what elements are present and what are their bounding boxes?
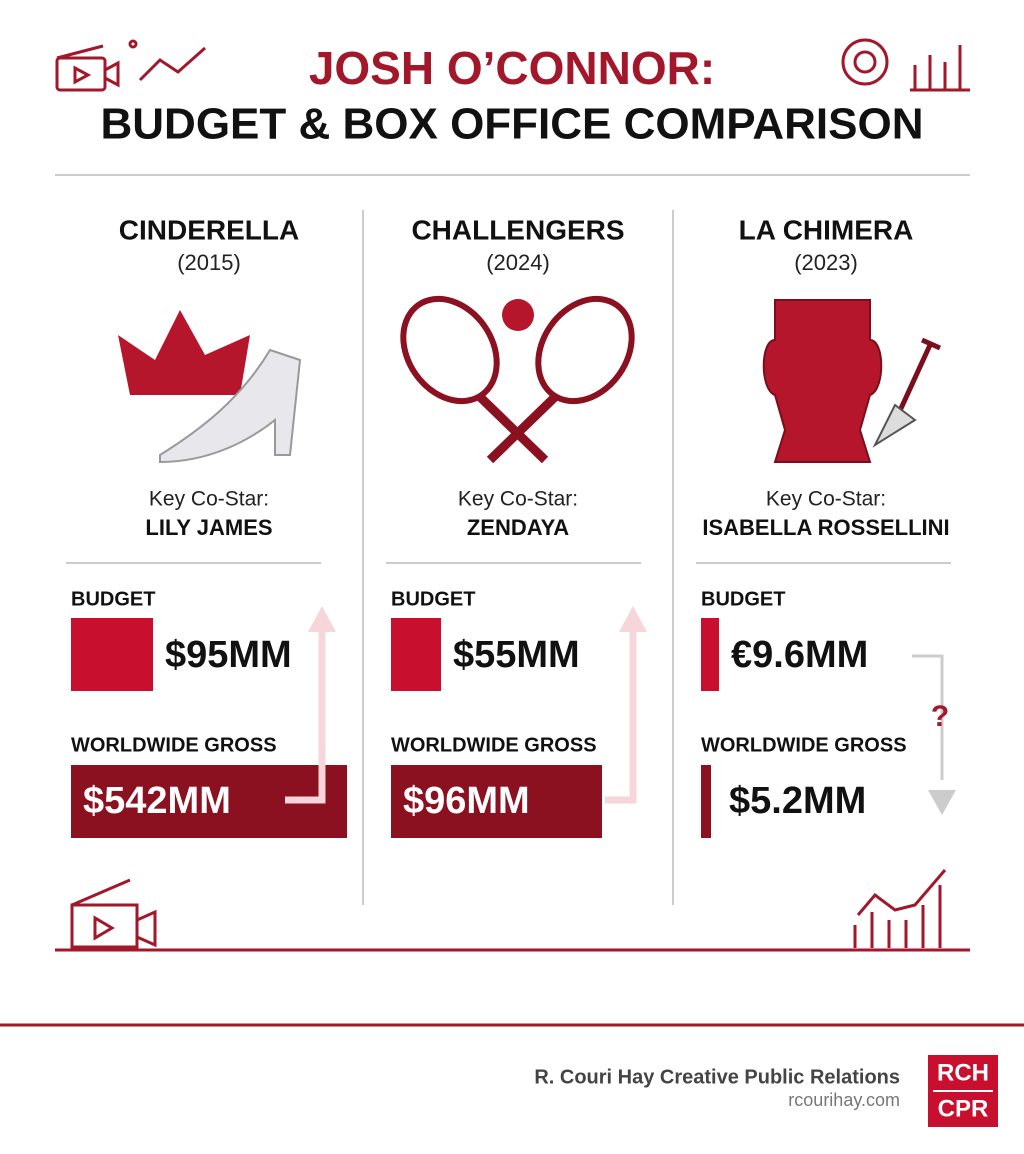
film-title: CINDERELLA bbox=[119, 214, 299, 245]
title: JOSH O’CONNOR: bbox=[309, 42, 715, 94]
crown-shoe-icon bbox=[118, 310, 302, 464]
budget-value: $95MM bbox=[165, 634, 292, 676]
company: R. Couri Hay Creative Public Relations bbox=[534, 1066, 900, 1088]
costar-label: Key Co-Star: bbox=[766, 488, 886, 511]
logo-text: RCH bbox=[937, 1059, 989, 1086]
question-mark: ? bbox=[931, 700, 949, 733]
film-year: (2023) bbox=[794, 250, 858, 275]
film-title: LA CHIMERA bbox=[739, 214, 914, 245]
budget-bar bbox=[701, 618, 719, 691]
gross-value: $5.2MM bbox=[729, 780, 866, 822]
budget-label: BUDGET bbox=[71, 588, 155, 610]
film-year: (2024) bbox=[486, 250, 550, 275]
gross-label: WORLDWIDE GROSS bbox=[701, 734, 907, 756]
budget-bar bbox=[391, 618, 441, 691]
costar: LILY JAMES bbox=[145, 515, 272, 540]
film-title: CHALLENGERS bbox=[411, 214, 624, 245]
gross-bar bbox=[391, 765, 602, 838]
costar-label: Key Co-Star: bbox=[149, 488, 269, 511]
film-year: (2015) bbox=[177, 250, 241, 275]
budget-label: BUDGET bbox=[391, 588, 475, 610]
gross-bar bbox=[701, 765, 711, 838]
rackets-icon bbox=[400, 295, 635, 464]
gross-label: WORLDWIDE GROSS bbox=[391, 734, 597, 756]
footer-icons bbox=[70, 869, 947, 949]
gross-value: $542MM bbox=[83, 780, 231, 822]
budget-bar bbox=[71, 618, 153, 691]
costar-label: Key Co-Star: bbox=[458, 488, 578, 511]
website: rcourihay.com bbox=[788, 1090, 900, 1110]
title: BUDGET & BOX OFFICE COMPARISON bbox=[101, 100, 924, 149]
gross-label: WORLDWIDE GROSS bbox=[71, 734, 277, 756]
costar: ISABELLA ROSSELLINI bbox=[702, 515, 949, 540]
header-icons bbox=[55, 38, 970, 92]
budget-value: €9.6MM bbox=[731, 634, 868, 676]
logo-text: CPR bbox=[938, 1095, 989, 1122]
budget-value: $55MM bbox=[453, 634, 580, 676]
costar: ZENDAYA bbox=[467, 515, 569, 540]
budget-label: BUDGET bbox=[701, 588, 785, 610]
mask-shovel-icon bbox=[762, 299, 942, 463]
gross-value: $96MM bbox=[403, 780, 530, 822]
